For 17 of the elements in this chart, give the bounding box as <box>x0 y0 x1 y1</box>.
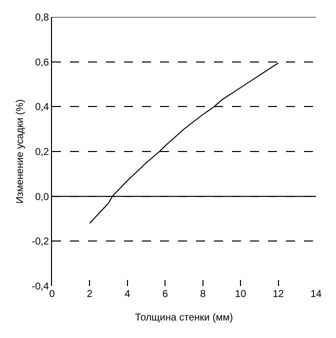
x-axis-title: Толщина стенки (мм) <box>135 312 233 324</box>
x-tick-label: 2 <box>86 289 93 300</box>
y-tick-label: -0,2 <box>32 236 50 248</box>
x-tick-label: 10 <box>235 289 247 300</box>
x-tick-label: 6 <box>162 289 168 300</box>
x-tick-label: 12 <box>272 289 284 300</box>
y-tick-label: 0,0 <box>35 192 50 203</box>
y-axis-title: Изменение усадки (%) <box>14 99 26 204</box>
y-tick-label: 0,2 <box>35 147 50 158</box>
y-tick-label: -0,4 <box>32 282 50 292</box>
x-tick-label: 0 <box>49 289 56 300</box>
x-tick-label: 8 <box>200 289 206 300</box>
x-tick-label: 4 <box>124 289 131 300</box>
y-tick-label: 0,6 <box>35 57 50 68</box>
y-tick-label: 0,8 <box>35 12 50 24</box>
x-tick-label: 14 <box>310 289 322 300</box>
y-tick-label: 0,4 <box>35 102 50 114</box>
